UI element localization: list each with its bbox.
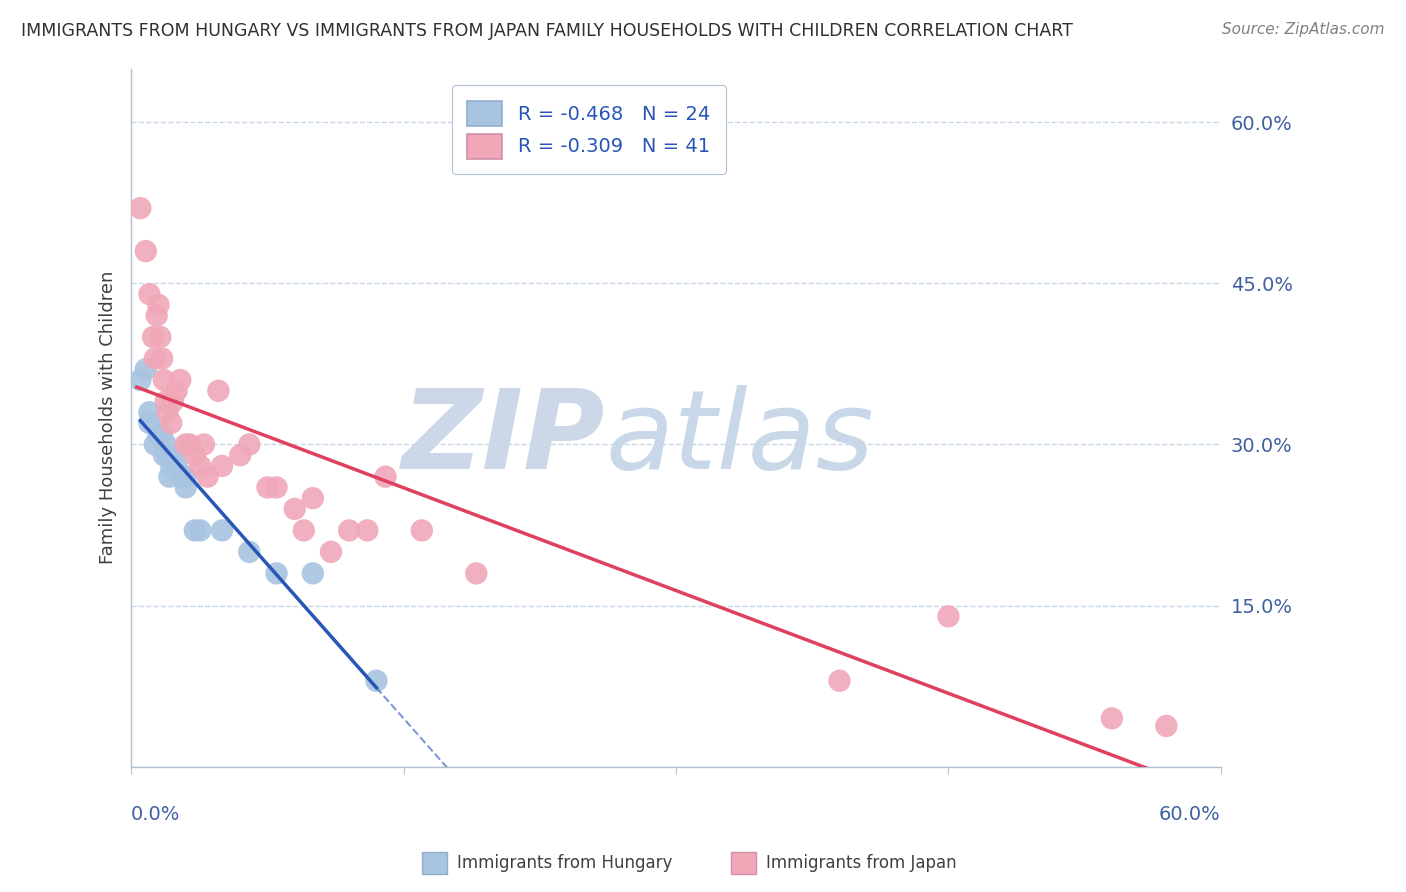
- Point: [129, 373, 152, 387]
- Legend: R = -0.468   N = 24, R = -0.309   N = 41: R = -0.468 N = 24, R = -0.309 N = 41: [451, 86, 725, 174]
- Point: [256, 480, 278, 494]
- Point: [143, 437, 166, 451]
- Point: [207, 384, 229, 398]
- Point: [211, 524, 233, 538]
- Text: 0.0%: 0.0%: [131, 805, 180, 824]
- Point: [148, 426, 170, 441]
- Point: [266, 480, 288, 494]
- Point: [266, 566, 288, 581]
- Point: [135, 362, 157, 376]
- Point: [160, 458, 183, 473]
- Point: [302, 566, 325, 581]
- Point: [1101, 711, 1123, 725]
- Text: ZIP: ZIP: [402, 385, 605, 492]
- Point: [157, 469, 180, 483]
- Point: [149, 330, 172, 344]
- Point: [160, 416, 183, 430]
- Point: [197, 469, 219, 483]
- Point: [156, 405, 179, 419]
- Point: [184, 448, 207, 462]
- Point: [238, 437, 260, 451]
- Text: atlas: atlas: [605, 385, 875, 492]
- Point: [142, 330, 165, 344]
- Point: [174, 480, 197, 494]
- Point: [138, 405, 160, 419]
- Point: [135, 244, 157, 259]
- Point: [828, 673, 851, 688]
- Point: [356, 524, 378, 538]
- Point: [229, 448, 252, 462]
- Point: [143, 351, 166, 366]
- Point: [156, 448, 179, 462]
- Text: IMMIGRANTS FROM HUNGARY VS IMMIGRANTS FROM JAPAN FAMILY HOUSEHOLDS WITH CHILDREN: IMMIGRANTS FROM HUNGARY VS IMMIGRANTS FR…: [21, 22, 1073, 40]
- Point: [129, 201, 152, 215]
- Point: [174, 437, 197, 451]
- Point: [337, 524, 360, 538]
- Point: [162, 394, 184, 409]
- Point: [138, 287, 160, 301]
- Point: [1156, 719, 1178, 733]
- Point: [155, 394, 177, 409]
- Point: [166, 458, 188, 473]
- Point: [148, 298, 170, 312]
- Point: [169, 373, 191, 387]
- Point: [188, 458, 211, 473]
- Point: [465, 566, 488, 581]
- Point: [150, 426, 173, 441]
- Point: [374, 469, 396, 483]
- Point: [188, 524, 211, 538]
- Point: [366, 673, 388, 688]
- Point: [153, 373, 176, 387]
- Text: 60.0%: 60.0%: [1159, 805, 1220, 824]
- Point: [145, 309, 167, 323]
- Point: [411, 524, 433, 538]
- Point: [155, 437, 177, 451]
- Point: [172, 469, 194, 483]
- Point: [302, 491, 325, 505]
- Point: [238, 545, 260, 559]
- Point: [162, 448, 184, 462]
- Y-axis label: Family Households with Children: Family Households with Children: [100, 271, 117, 565]
- Point: [166, 384, 188, 398]
- Point: [150, 351, 173, 366]
- Point: [179, 437, 201, 451]
- Text: Immigrants from Hungary: Immigrants from Hungary: [457, 854, 672, 871]
- Point: [938, 609, 960, 624]
- Text: Source: ZipAtlas.com: Source: ZipAtlas.com: [1222, 22, 1385, 37]
- Point: [292, 524, 315, 538]
- Point: [174, 469, 197, 483]
- Point: [138, 416, 160, 430]
- Point: [153, 448, 176, 462]
- Point: [211, 458, 233, 473]
- Point: [184, 524, 207, 538]
- Point: [193, 437, 215, 451]
- Text: Immigrants from Japan: Immigrants from Japan: [766, 854, 957, 871]
- Point: [319, 545, 342, 559]
- Point: [284, 502, 307, 516]
